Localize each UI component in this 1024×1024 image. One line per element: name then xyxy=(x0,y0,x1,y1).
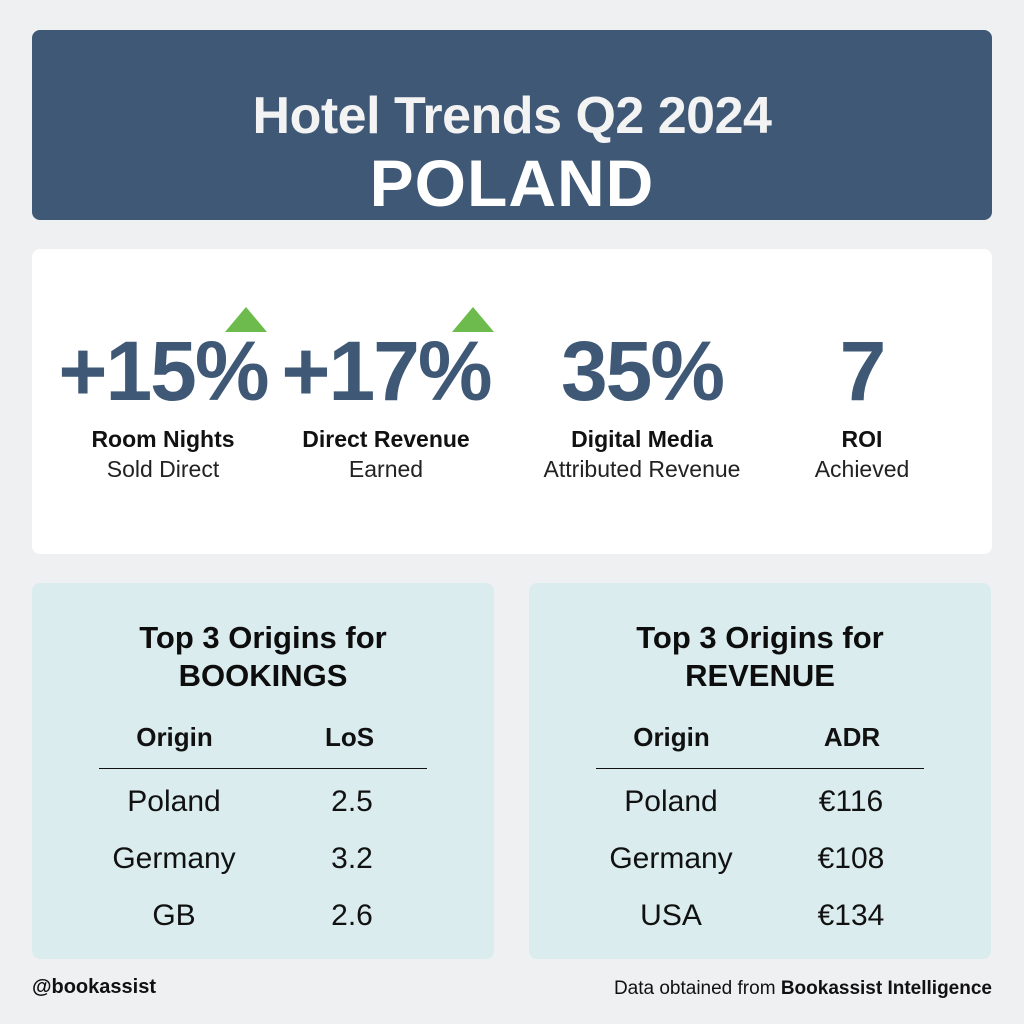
table-cell-origin: Poland xyxy=(127,785,221,818)
table-cell-los: 2.5 xyxy=(331,785,373,818)
stat-label: ROI xyxy=(841,426,883,452)
table-cell-origin: GB xyxy=(152,899,196,932)
table-cell-origin: Poland xyxy=(624,785,718,818)
trend-up-icon xyxy=(452,307,494,332)
table-cell-adr: €134 xyxy=(817,899,885,932)
table-divider xyxy=(99,768,427,769)
stat-sublabel: Attributed Revenue xyxy=(543,456,741,482)
column-header-los: LoS xyxy=(324,722,375,752)
stat-label: Room Nights xyxy=(91,426,235,452)
revenue-panel: Top 3 Origins for REVENUE Origin ADR Pol… xyxy=(529,583,991,959)
panel-title: Top 3 Origins for REVENUE xyxy=(529,619,991,695)
stat-value: 7 xyxy=(839,324,887,418)
stat-digital-media: 35% Digital Media Attributed Revenue xyxy=(522,249,762,554)
table-cell-origin: Germany xyxy=(112,842,236,875)
panel-title: Top 3 Origins for BOOKINGS xyxy=(32,619,494,695)
table-cell-adr: €116 xyxy=(818,785,884,818)
table-divider xyxy=(596,768,924,769)
stat-roi: 7 ROI Achieved xyxy=(777,249,947,554)
stat-value: +17% xyxy=(281,324,492,418)
country-title: POLAND xyxy=(369,146,655,220)
panel-title-line1: Top 3 Origins for xyxy=(139,620,387,655)
trend-up-icon xyxy=(225,307,267,332)
stat-value: +15% xyxy=(58,324,269,418)
table-cell-los: 2.6 xyxy=(331,899,373,932)
stats-card: +15% Room Nights Sold Direct +17% Direct… xyxy=(32,249,992,554)
header-banner: Hotel Trends Q2 2024 POLAND xyxy=(32,30,992,220)
table-cell-origin: Germany xyxy=(609,842,733,875)
panel-title-line2: REVENUE xyxy=(685,658,835,693)
column-header-origin: Origin xyxy=(633,722,710,752)
stat-label: Digital Media xyxy=(571,426,713,452)
stat-direct-revenue: +17% Direct Revenue Earned xyxy=(277,249,495,554)
social-handle: @bookassist xyxy=(32,976,156,998)
stat-label: Direct Revenue xyxy=(302,426,470,452)
stat-sublabel: Earned xyxy=(348,456,424,482)
panel-title-line1: Top 3 Origins for xyxy=(636,620,884,655)
data-source-note: Data obtained from Bookassist Intelligen… xyxy=(614,978,992,1000)
panel-title-line2: BOOKINGS xyxy=(178,658,348,693)
table-cell-origin: USA xyxy=(640,899,702,932)
stat-room-nights: +15% Room Nights Sold Direct xyxy=(58,249,269,554)
stat-sublabel: Sold Direct xyxy=(106,456,220,482)
stat-sublabel: Achieved xyxy=(814,456,910,482)
bookings-panel: Top 3 Origins for BOOKINGS Origin LoS Po… xyxy=(32,583,494,959)
data-source-name: Bookassist Intelligence xyxy=(780,978,992,999)
table-cell-adr: €108 xyxy=(817,842,885,875)
page-title: Hotel Trends Q2 2024 xyxy=(252,87,772,145)
table-cell-los: 3.2 xyxy=(331,842,373,875)
column-header-adr: ADR xyxy=(823,722,881,752)
column-header-origin: Origin xyxy=(136,722,213,752)
stat-value: 35% xyxy=(560,324,725,418)
data-source-prefix: Data obtained from xyxy=(613,978,781,999)
